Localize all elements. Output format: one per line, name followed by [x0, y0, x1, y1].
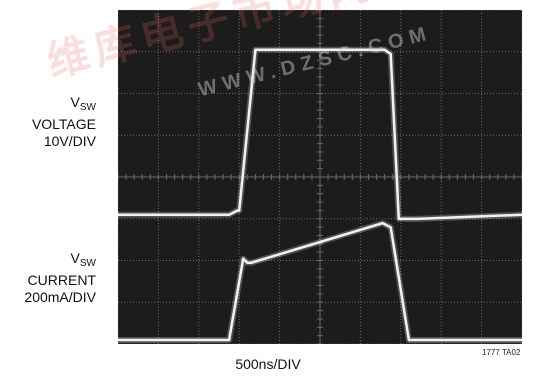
voltage-label-scale: 10V/DIV	[43, 133, 96, 149]
current-label-name: CURRENT	[27, 272, 96, 288]
figure-id: 1777 TA02	[482, 348, 521, 357]
voltage-label-name: VOLTAGE	[31, 116, 96, 132]
current-label-scale: 200mA/DIV	[24, 289, 96, 305]
x-axis-scale-label: 500ns/DIV	[235, 356, 301, 372]
oscilloscope-screen	[118, 10, 522, 344]
traces	[118, 46, 522, 343]
current-label-v: V	[70, 250, 80, 266]
voltage-label-v: V	[70, 94, 80, 110]
graticule	[118, 10, 522, 344]
current-label-sub: SW	[79, 258, 96, 269]
current-channel-label: VSW CURRENT 200mA/DIV	[10, 250, 96, 306]
voltage-trace	[118, 48, 522, 221]
voltage-channel-label: VSW VOLTAGE 10V/DIV	[20, 94, 96, 150]
current-trace	[118, 221, 522, 342]
voltage-label-sub: SW	[79, 102, 96, 113]
